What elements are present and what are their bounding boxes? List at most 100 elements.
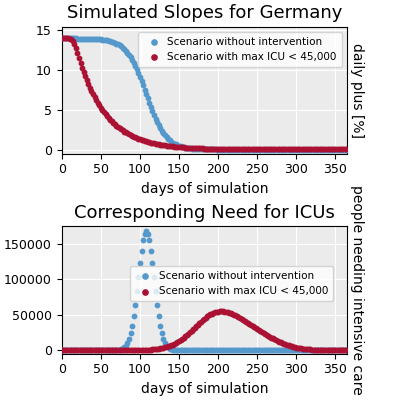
Scenario without intervention [151,112,157,118]
Scenario with max ICU < 45,000 [232,312,238,318]
Scenario with max ICU < 45,000 [129,133,135,139]
Scenario with max ICU < 45,000 [248,146,254,152]
Scenario with max ICU < 45,000 [223,146,229,152]
Scenario without intervention [260,347,267,353]
Scenario with max ICU < 45,000 [71,40,78,47]
Scenario with max ICU < 45,000 [266,146,273,152]
Scenario with max ICU < 45,000 [148,140,154,146]
Scenario without intervention [259,146,265,153]
Scenario without intervention [213,146,220,153]
Scenario with max ICU < 45,000 [259,328,265,335]
Scenario without intervention [298,347,304,353]
Scenario with max ICU < 45,000 [328,146,334,153]
Scenario with max ICU < 45,000 [182,144,188,151]
Scenario with max ICU < 45,000 [94,347,101,353]
Scenario without intervention [338,347,345,353]
Scenario without intervention [332,347,339,353]
Scenario without intervention [199,347,206,353]
Scenario without intervention [292,146,298,153]
Scenario without intervention [328,347,334,353]
Scenario with max ICU < 45,000 [279,146,286,152]
Scenario without intervention [80,347,87,353]
Scenario with max ICU < 45,000 [249,322,256,329]
Scenario without intervention [140,237,146,244]
Scenario with max ICU < 45,000 [129,347,135,353]
Scenario without intervention [271,146,278,153]
Scenario without intervention [299,146,306,153]
Scenario with max ICU < 45,000 [312,146,318,152]
Scenario without intervention [80,35,87,42]
Scenario with max ICU < 45,000 [223,309,229,315]
Scenario with max ICU < 45,000 [321,146,328,152]
Scenario with max ICU < 45,000 [159,142,165,148]
Scenario with max ICU < 45,000 [210,310,217,316]
Scenario with max ICU < 45,000 [120,127,126,134]
Scenario with max ICU < 45,000 [144,138,151,145]
Scenario with max ICU < 45,000 [58,35,65,42]
Scenario without intervention [228,146,234,153]
Scenario with max ICU < 45,000 [115,124,121,130]
Scenario without intervention [149,260,156,266]
Scenario with max ICU < 45,000 [271,336,278,342]
Scenario with max ICU < 45,000 [290,344,296,350]
Scenario without intervention [140,82,146,88]
Scenario without intervention [301,347,307,353]
Scenario with max ICU < 45,000 [276,146,282,152]
Scenario with max ICU < 45,000 [338,347,345,353]
Scenario with max ICU < 45,000 [207,311,214,318]
Scenario without intervention [99,36,106,43]
Scenario with max ICU < 45,000 [180,334,187,341]
Scenario with max ICU < 45,000 [104,113,110,119]
Scenario without intervention [210,347,217,353]
Scenario with max ICU < 45,000 [184,332,190,338]
Scenario without intervention [334,146,340,153]
Scenario without intervention [135,70,142,76]
Scenario without intervention [74,347,81,353]
Scenario with max ICU < 45,000 [130,134,137,140]
Scenario with max ICU < 45,000 [338,146,345,153]
Scenario with max ICU < 45,000 [134,347,140,353]
Scenario with max ICU < 45,000 [228,146,234,152]
Scenario without intervention [115,347,121,353]
Scenario without intervention [212,347,218,353]
Scenario with max ICU < 45,000 [154,346,160,352]
Scenario with max ICU < 45,000 [248,322,254,328]
Scenario with max ICU < 45,000 [264,146,270,152]
Scenario with max ICU < 45,000 [237,146,243,152]
Scenario with max ICU < 45,000 [220,308,226,315]
Scenario without intervention [73,347,79,353]
Scenario without intervention [123,342,129,349]
Scenario without intervention [62,347,68,353]
Scenario with max ICU < 45,000 [144,346,151,353]
Scenario without intervention [157,322,164,329]
Scenario with max ICU < 45,000 [257,146,264,152]
Scenario without intervention [93,36,99,42]
Scenario without intervention [328,146,334,153]
Scenario without intervention [315,347,322,353]
Scenario with max ICU < 45,000 [63,35,70,42]
Scenario without intervention [168,346,174,352]
Scenario without intervention [115,41,121,48]
Scenario with max ICU < 45,000 [288,146,295,152]
Scenario without intervention [82,36,88,42]
Scenario without intervention [295,146,301,153]
Scenario without intervention [248,347,254,353]
Scenario without intervention [249,146,256,153]
Scenario with max ICU < 45,000 [256,146,262,152]
Scenario with max ICU < 45,000 [202,146,209,152]
Scenario without intervention [146,100,152,106]
Scenario without intervention [281,347,287,353]
Scenario without intervention [112,40,118,46]
Scenario without intervention [315,146,322,153]
Scenario without intervention [176,143,182,149]
Scenario with max ICU < 45,000 [190,326,196,332]
Scenario without intervention [146,237,152,244]
Scenario without intervention [159,330,165,336]
Scenario without intervention [124,50,131,56]
Scenario without intervention [180,144,187,150]
Scenario with max ICU < 45,000 [307,346,314,353]
Scenario with max ICU < 45,000 [152,140,159,147]
Scenario without intervention [193,146,200,152]
Scenario with max ICU < 45,000 [206,312,212,319]
Scenario with max ICU < 45,000 [87,347,93,353]
